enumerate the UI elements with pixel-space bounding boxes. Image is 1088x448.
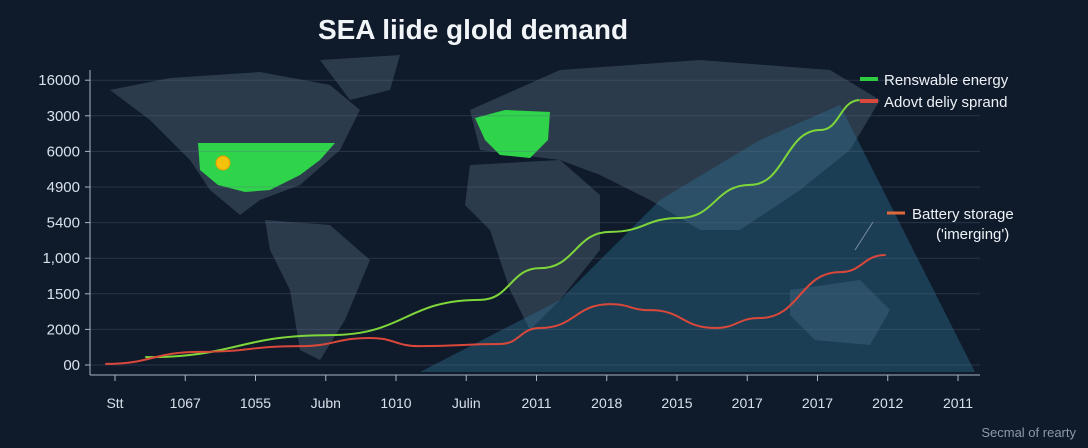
y-tick-label: 1500 <box>47 286 80 303</box>
chart-title: SEA liide glold demand <box>317 14 629 45</box>
x-tick-label: 2011 <box>521 395 551 411</box>
series-line-renewable <box>145 99 860 359</box>
y-tick-label: 3000 <box>47 108 80 125</box>
annotation-label-1: Battery storage <box>912 206 1014 223</box>
gridlines <box>90 79 980 366</box>
x-tick-label: 2012 <box>872 395 903 411</box>
x-tick-label: 2017 <box>802 395 833 411</box>
south-america-shape <box>265 220 370 360</box>
x-tick-label: Jubn <box>311 395 341 411</box>
x-tick-label: 2017 <box>732 395 763 411</box>
legend-label-renewable: Renswable energy <box>884 72 1009 89</box>
footnote: Secmal of rearty <box>981 425 1076 440</box>
africa-shape <box>465 160 600 330</box>
legend-label-adoption: Adovt deliy sprand <box>884 94 1007 111</box>
annotation-label-2: ('imerging') <box>936 226 1009 243</box>
x-tick-label: Julin <box>452 395 481 411</box>
europe-highlight <box>475 110 550 158</box>
greenland-shape <box>320 55 400 100</box>
x-tick-label: 1010 <box>380 395 411 411</box>
battery-annotation: Battery storage ('imerging') <box>854 206 1014 251</box>
x-tick-label: 1067 <box>170 395 201 411</box>
y-tick-label: 16000 <box>38 72 80 89</box>
annotation-leader-line <box>854 221 874 251</box>
y-tick-label: 1,000 <box>42 250 80 267</box>
y-tick-label: 5400 <box>47 215 80 232</box>
eurasia-shape <box>470 60 880 230</box>
axes: 00 2000 1500 1,000 5400 4900 6000 3000 16000 Stt 1… <box>38 70 980 411</box>
location-marker <box>215 155 231 171</box>
series-line-adoption <box>105 253 886 365</box>
y-tick-label: 4900 <box>47 179 80 196</box>
shaded-region <box>420 105 975 372</box>
x-tick-label: Stt <box>106 395 123 411</box>
x-tick-label: 1055 <box>240 395 271 411</box>
australia-shape <box>790 280 890 345</box>
world-map-background <box>110 55 975 372</box>
y-tick-label: 6000 <box>47 143 80 160</box>
y-tick-label: 00 <box>63 357 80 374</box>
legend[interactable]: Renswable energy Adovt deliy sprand <box>860 72 1009 111</box>
x-tick-label: 2015 <box>661 395 692 411</box>
x-tick-label: 2011 <box>943 395 973 411</box>
y-tick-label: 2000 <box>47 321 80 338</box>
series-group <box>105 99 886 365</box>
x-tick-label: 2018 <box>591 395 622 411</box>
usa-highlight <box>198 143 335 192</box>
